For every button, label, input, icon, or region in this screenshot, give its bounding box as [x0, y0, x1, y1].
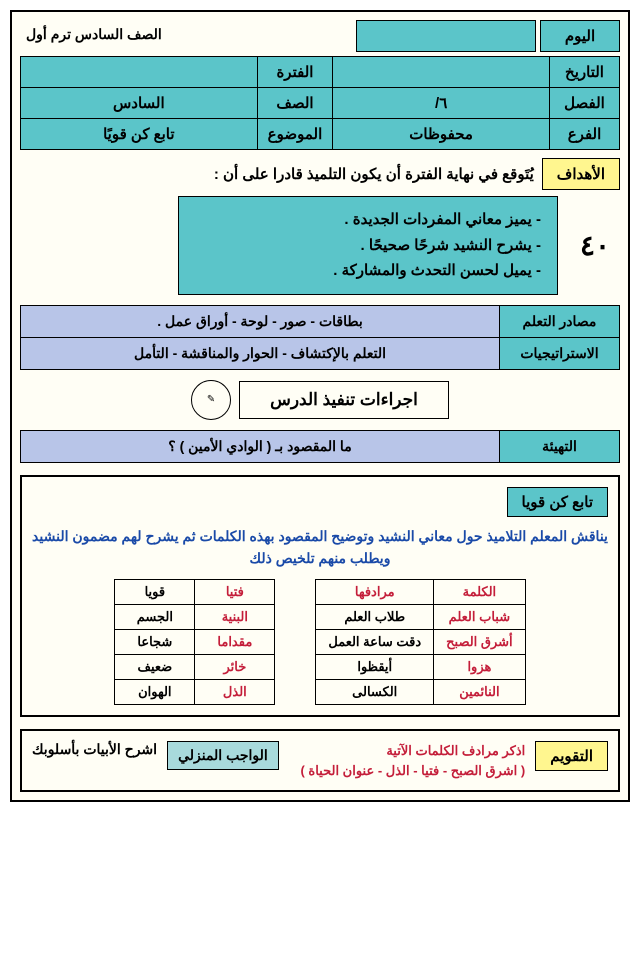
cell: شجاعا [115, 630, 195, 655]
cell: ضعيف [115, 655, 195, 680]
procedures-title: اجراءات تنفيذ الدرس [239, 381, 449, 419]
table-row: الكلمةمرادفها [316, 580, 525, 605]
table-row: أشرق الصبحدقت ساعة العمل [316, 630, 525, 655]
grade-col-value: السادس [21, 88, 258, 119]
goals-row: الأهداف يُتَوقع في نهاية الفترة أن يكون … [20, 158, 620, 190]
content-box: تابع كن قويا يناقش المعلم التلاميذ حول م… [20, 475, 620, 718]
signature-stamp-icon: ✎ [191, 380, 231, 420]
table-row: مصادر التعلم بطاقات - صور - لوحة - أوراق… [21, 305, 620, 337]
table-row: الفصل ٦/ الصف السادس [21, 88, 620, 119]
branch-label: الفرع [550, 119, 620, 150]
evaluation-label: التقويم [535, 741, 608, 771]
header-synonym: مرادفها [316, 580, 434, 605]
cell: شباب العلم [434, 605, 526, 630]
homework-label: الواجب المنزلي [167, 741, 279, 770]
lesson-number: ٤٠ [570, 229, 620, 262]
strategies-value: التعلم بالإكتشاف - الحوار والمناقشة - ال… [21, 337, 500, 369]
procedures-row: اجراءات تنفيذ الدرس ✎ [20, 380, 620, 420]
goals-content: ٤٠ - يميز معاني المفردات الجديدة . - يشر… [20, 196, 620, 295]
cell: فتيا [195, 580, 275, 605]
table-row: الاستراتيجيات التعلم بالإكتشاف - الحوار … [21, 337, 620, 369]
table-row: النائمينالكسالى [316, 680, 525, 705]
cell: طلاب العلم [316, 605, 434, 630]
cell: مقداما [195, 630, 275, 655]
header-word: الكلمة [434, 580, 526, 605]
evaluation-text: اذكر مرادف الكلمات الآتية ( اشرق الصبح -… [289, 741, 525, 780]
cell: الذل [195, 680, 275, 705]
goals-list: - يميز معاني المفردات الجديدة . - يشرح ا… [178, 196, 558, 295]
table-row: التهيئة ما المقصود بـ ( الوادي الأمين ) … [21, 430, 620, 462]
table-row: البنيةالجسم [115, 605, 275, 630]
table-row: مقداماشجاعا [115, 630, 275, 655]
cell: خائر [195, 655, 275, 680]
homework-text: اشرح الأبيات بأسلوبك [32, 741, 157, 758]
class-value: ٦/ [333, 88, 550, 119]
table-row: هزواأيقظوا [316, 655, 525, 680]
table-row: الفرع محفوظات الموضوع تابع كن قويًا [21, 119, 620, 150]
cell: الجسم [115, 605, 195, 630]
period-value [21, 57, 258, 88]
prep-label: التهيئة [500, 430, 620, 462]
cell: النائمين [434, 680, 526, 705]
cell: الهوان [115, 680, 195, 705]
cell: البنية [195, 605, 275, 630]
content-text: يناقش المعلم التلاميذ حول معاني النشيد و… [32, 525, 608, 570]
date-value [333, 57, 550, 88]
grade-col-label: الصف [257, 88, 333, 119]
lesson-plan-page: اليوم الصف السادس ترم أول التاريخ الفترة… [10, 10, 630, 802]
cell: هزوا [434, 655, 526, 680]
header-row: اليوم الصف السادس ترم أول [20, 20, 620, 52]
grade-label: الصف السادس ترم أول [20, 20, 168, 52]
cell: الكسالى [316, 680, 434, 705]
topic-label: الموضوع [257, 119, 333, 150]
sources-value: بطاقات - صور - لوحة - أوراق عمل . [21, 305, 500, 337]
sources-label: مصادر التعلم [500, 305, 620, 337]
prep-value: ما المقصود بـ ( الوادي الأمين ) ؟ [21, 430, 500, 462]
vocab-table-1: الكلمةمرادفها شباب العلمطلاب العلم أشرق … [315, 579, 525, 705]
table-row: شباب العلمطلاب العلم [316, 605, 525, 630]
cell: أشرق الصبح [434, 630, 526, 655]
table-row: التاريخ الفترة [21, 57, 620, 88]
evaluation-box: التقويم اذكر مرادف الكلمات الآتية ( اشرق… [20, 729, 620, 792]
sources-table: مصادر التعلم بطاقات - صور - لوحة - أوراق… [20, 305, 620, 370]
prep-table: التهيئة ما المقصود بـ ( الوادي الأمين ) … [20, 430, 620, 463]
table-row: خائرضعيف [115, 655, 275, 680]
day-label: اليوم [540, 20, 620, 52]
goals-intro: يُتَوقع في نهاية الفترة أن يكون التلميذ … [214, 165, 534, 183]
cell: دقت ساعة العمل [316, 630, 434, 655]
tables-row: الكلمةمرادفها شباب العلمطلاب العلم أشرق … [32, 579, 608, 705]
branch-value: محفوظات [333, 119, 550, 150]
day-blank [356, 20, 536, 52]
cell: أيقظوا [316, 655, 434, 680]
info-table: التاريخ الفترة الفصل ٦/ الصف السادس الفر… [20, 56, 620, 150]
table-row: فتياقويا [115, 580, 275, 605]
strategies-label: الاستراتيجيات [500, 337, 620, 369]
table-row: الذلالهوان [115, 680, 275, 705]
vocab-table-2: فتياقويا البنيةالجسم مقداماشجاعا خائرضعي… [114, 579, 275, 705]
topic-value: تابع كن قويًا [21, 119, 258, 150]
content-title: تابع كن قويا [507, 487, 608, 517]
date-label: التاريخ [550, 57, 620, 88]
goals-label: الأهداف [542, 158, 620, 190]
cell: قويا [115, 580, 195, 605]
class-label: الفصل [550, 88, 620, 119]
period-label: الفترة [257, 57, 333, 88]
